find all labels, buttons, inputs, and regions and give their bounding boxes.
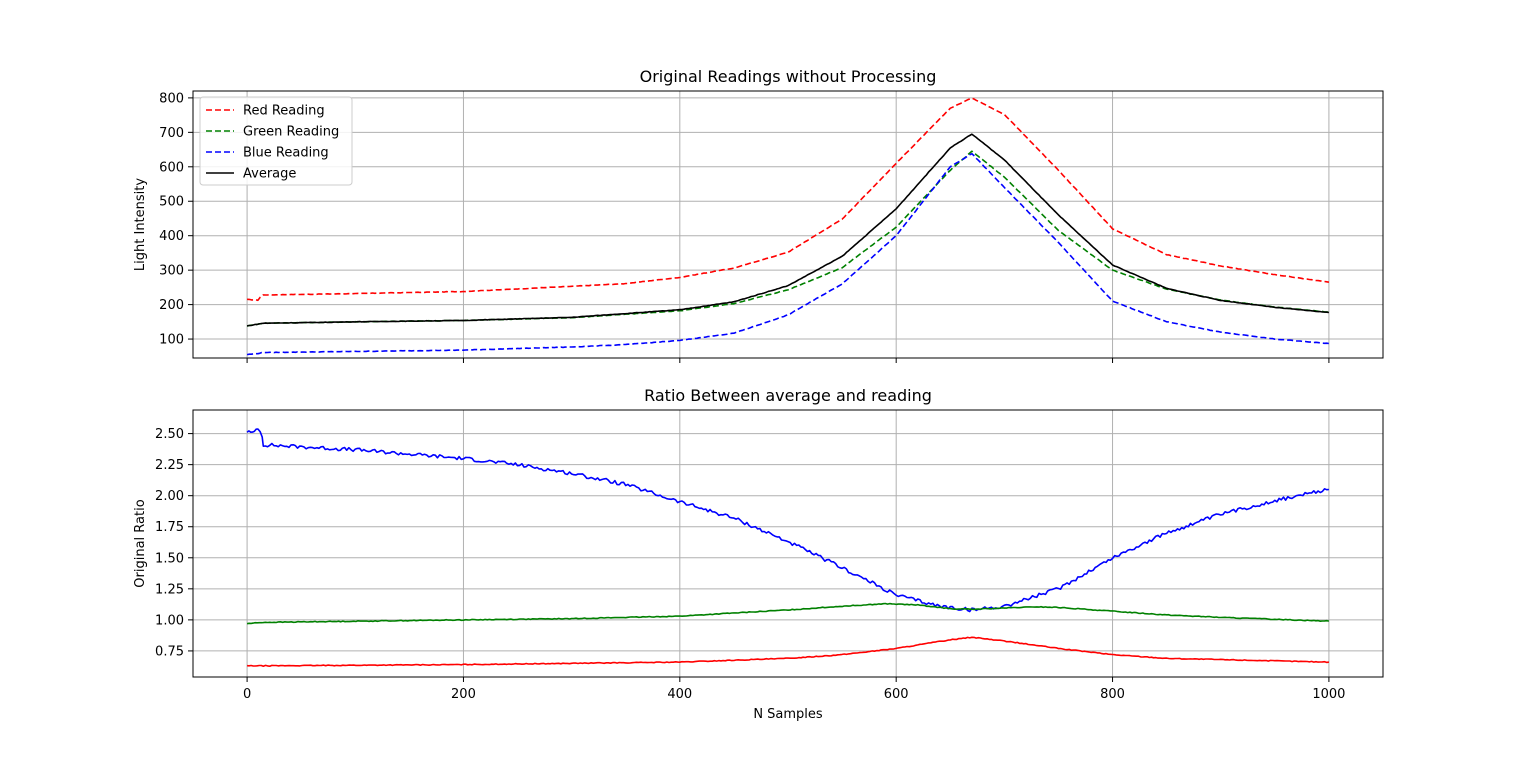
ratio-ticks: 0 200 400 600 800 1000 0.75 1.00 1.25 1.50 1.75 2.0… <box>155 427 1345 702</box>
ratio-x-tick-label-200: 200 <box>451 687 476 702</box>
readings-y-axis-label: Light Intensity <box>133 178 148 271</box>
readings-title: Original Readings without Processing <box>640 67 937 86</box>
ratio-y-tick-label-1-25: 1.25 <box>155 582 184 597</box>
readings-series-average <box>246 133 1330 327</box>
ratio-x-tick-label-600: 600 <box>884 687 909 702</box>
readings-series <box>246 97 1330 356</box>
ratio-series-008000 <box>246 602 1330 625</box>
readings-y-tick-label-800: 800 <box>159 91 184 106</box>
ratio-y-tick-label-0-75: 0.75 <box>155 644 184 659</box>
readings-panel: 100 200 300 400 500 600 700 800 Original Readin… <box>133 67 1384 363</box>
ratio-y-tick-label-2-5: 2.50 <box>155 427 184 442</box>
legend-label-average: Average <box>243 167 296 182</box>
ratio-x-axis-label: N Samples <box>753 707 823 722</box>
legend-label-green-reading: Green Reading <box>243 125 339 140</box>
ratio-y-tick-label-1: 1.00 <box>155 613 184 628</box>
ratio-axes-frame <box>192 409 1384 678</box>
legend-label-red-reading: Red Reading <box>243 104 325 119</box>
readings-ticks: 100 200 300 400 500 600 700 800 <box>159 91 1330 363</box>
readings-y-tick-label-500: 500 <box>159 195 184 210</box>
ratio-y-tick-label-2-25: 2.25 <box>155 458 184 473</box>
ratio-y-tick-label-1-5: 1.50 <box>155 551 184 566</box>
readings-y-tick-label-400: 400 <box>159 229 184 244</box>
readings-y-tick-label-600: 600 <box>159 160 184 175</box>
ratio-y-axis-label: Original Ratio <box>133 499 148 587</box>
readings-grid <box>193 91 1383 358</box>
legend-label-blue-reading: Blue Reading <box>243 146 329 161</box>
readings-series-blue-reading <box>246 152 1330 356</box>
ratio-grid <box>193 410 1383 677</box>
ratio-y-tick-label-2: 2.00 <box>155 489 184 504</box>
readings-series-green-reading <box>246 150 1330 327</box>
readings-y-tick-label-300: 300 <box>159 264 184 279</box>
readings-legend: Red Reading Green Reading Blue Reading Aver… <box>199 96 353 186</box>
ratio-x-tick-label-1000: 1000 <box>1312 687 1345 702</box>
ratio-panel: 0 200 400 600 800 1000 0.75 1.00 1.25 1.50 1.75 2.0… <box>133 386 1384 722</box>
readings-axes-frame <box>192 90 1384 359</box>
ratio-y-tick-label-1-75: 1.75 <box>155 520 184 535</box>
ratio-series-0000ff <box>246 428 1329 613</box>
readings-y-tick-label-100: 100 <box>159 333 184 348</box>
readings-y-tick-label-200: 200 <box>159 298 184 313</box>
ratio-series-ff0000 <box>247 636 1330 667</box>
ratio-series <box>246 428 1330 667</box>
ratio-x-tick-label-800: 800 <box>1100 687 1125 702</box>
ratio-x-tick-label-400: 400 <box>667 687 692 702</box>
ratio-x-tick-label-0: 0 <box>243 687 251 702</box>
legend-box <box>199 96 353 186</box>
ratio-title: Ratio Between average and reading <box>644 386 932 405</box>
readings-y-tick-label-700: 700 <box>159 126 184 141</box>
readings-series-red-reading <box>247 97 1330 302</box>
